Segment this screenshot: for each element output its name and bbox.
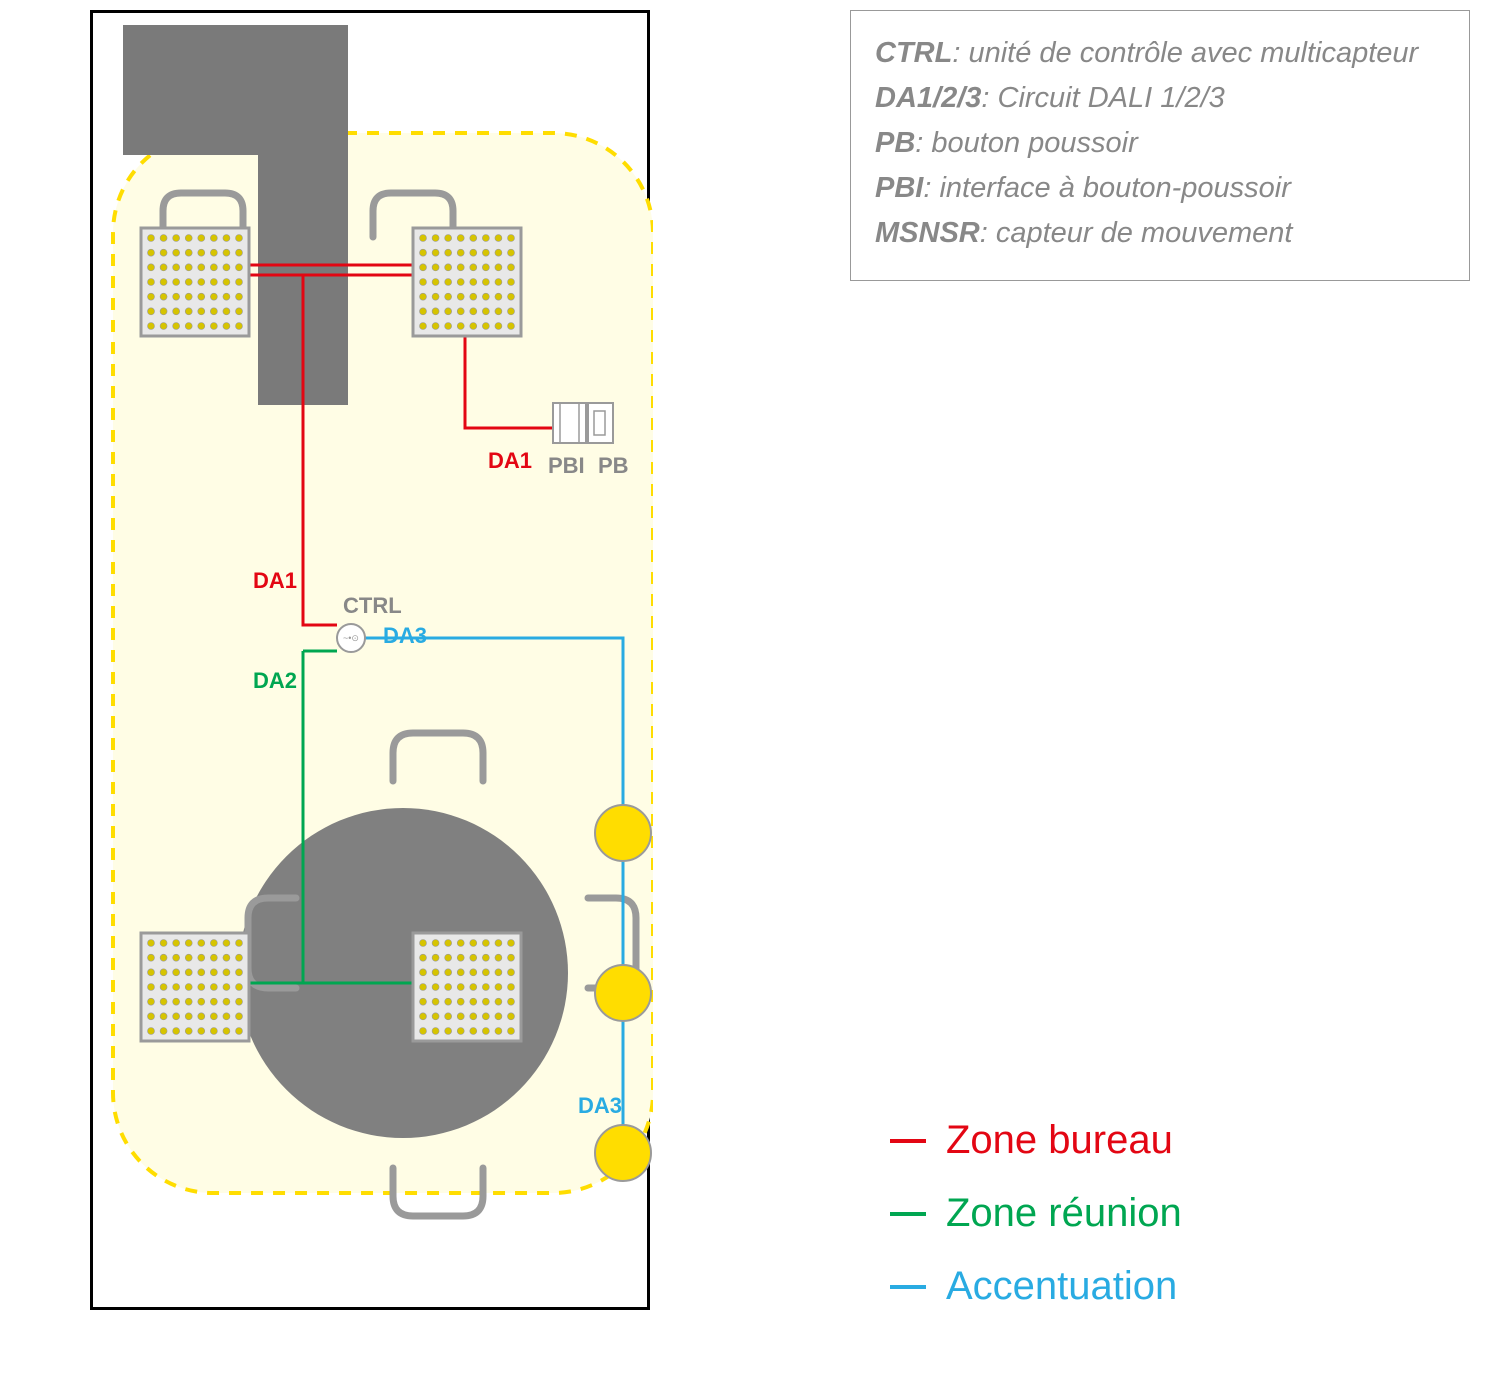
label-pbi: PBI bbox=[548, 453, 585, 479]
glossary-def: : interface à bouton-poussoir bbox=[923, 172, 1291, 204]
label-da3-b: DA3 bbox=[578, 1093, 622, 1119]
glossary-term: PB bbox=[875, 127, 915, 159]
glossary-term: PBI bbox=[875, 172, 923, 204]
glossary-def: : unité de contrôle avec multicapteur bbox=[952, 37, 1418, 69]
legend-label: Zone bureau bbox=[946, 1118, 1173, 1163]
glossary-def: : capteur de mouvement bbox=[980, 217, 1293, 249]
diagram-frame: ~•⊙ DA1 DA1 DA2 DA3 DA3 CTRL PBI PB bbox=[90, 10, 650, 1310]
glossary-row: PB: bouton poussoir bbox=[875, 121, 1445, 166]
diagram-svg: ~•⊙ bbox=[93, 13, 653, 1313]
label-da2: DA2 bbox=[253, 668, 297, 694]
root: ~•⊙ DA1 DA1 DA2 DA3 DA3 CTRL PBI PB CTRL… bbox=[0, 0, 1510, 1397]
legend-dash-icon bbox=[890, 1285, 926, 1289]
glossary-row: DA1/2/3: Circuit DALI 1/2/3 bbox=[875, 76, 1445, 121]
glossary-def: : bouton poussoir bbox=[915, 127, 1137, 159]
glossary-term: MSNSR bbox=[875, 217, 980, 249]
label-ctrl: CTRL bbox=[343, 593, 402, 619]
glossary-row: PBI: interface à bouton-poussoir bbox=[875, 166, 1445, 211]
legend-dash-icon bbox=[890, 1212, 926, 1216]
ctrl-sensor: ~•⊙ bbox=[337, 624, 365, 652]
legend-row-accent: Accentuation bbox=[890, 1264, 1470, 1309]
glossary-row: CTRL: unité de contrôle avec multicapteu… bbox=[875, 31, 1445, 76]
label-da1-b: DA1 bbox=[253, 568, 297, 594]
legend-row-reunion: Zone réunion bbox=[890, 1191, 1470, 1236]
glossary-row: MSNSR: capteur de mouvement bbox=[875, 211, 1445, 256]
svg-text:~•⊙: ~•⊙ bbox=[343, 633, 359, 643]
glossary-box: CTRL: unité de contrôle avec multicapteu… bbox=[850, 10, 1470, 281]
legend-label: Accentuation bbox=[946, 1264, 1177, 1309]
glossary-term: CTRL bbox=[875, 37, 952, 69]
legend-dash-icon bbox=[890, 1139, 926, 1143]
glossary-term: DA1/2/3 bbox=[875, 82, 981, 114]
legend: Zone bureau Zone réunion Accentuation bbox=[850, 1090, 1470, 1337]
pbi-pb-module bbox=[553, 403, 613, 443]
legend-row-bureau: Zone bureau bbox=[890, 1118, 1470, 1163]
glossary-def: : Circuit DALI 1/2/3 bbox=[981, 82, 1224, 114]
label-da1-a: DA1 bbox=[488, 448, 532, 474]
label-da3-a: DA3 bbox=[383, 623, 427, 649]
legend-label: Zone réunion bbox=[946, 1191, 1182, 1236]
label-pb: PB bbox=[598, 453, 629, 479]
